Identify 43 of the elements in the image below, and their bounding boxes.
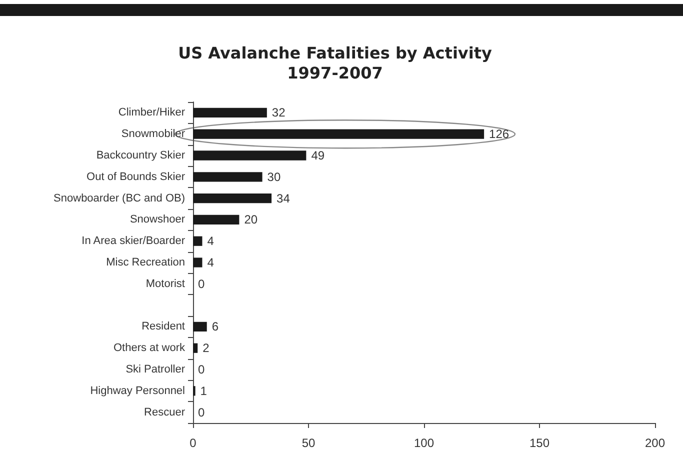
y-tick-label: Backcountry Skier bbox=[96, 150, 186, 162]
y-tick-label: Rescuer bbox=[144, 406, 186, 418]
data-label: 1 bbox=[200, 384, 208, 398]
y-tick-label: Misc Recreation bbox=[106, 256, 185, 268]
bar bbox=[193, 129, 484, 139]
bar bbox=[193, 150, 306, 160]
data-label: 0 bbox=[198, 405, 205, 420]
data-label: 30 bbox=[267, 170, 281, 184]
y-tick-label: Snowboarder (BC and OB) bbox=[54, 192, 185, 204]
data-label: 4 bbox=[207, 234, 214, 248]
x-tick-label: 50 bbox=[302, 436, 316, 450]
data-label: 4 bbox=[207, 256, 214, 270]
data-label: 32 bbox=[272, 106, 286, 120]
y-tick-label: Out of Bounds Skier bbox=[86, 170, 186, 183]
x-tick-label: 150 bbox=[529, 436, 550, 450]
bar bbox=[193, 172, 262, 182]
y-tick-label: Ski Patroller bbox=[126, 364, 186, 376]
bar bbox=[193, 236, 202, 246]
data-label: 2 bbox=[202, 341, 210, 356]
bar bbox=[193, 322, 207, 332]
y-tick-label: Snowshoer bbox=[130, 214, 186, 226]
bar bbox=[193, 193, 272, 204]
y-tick-label: Resident bbox=[142, 320, 185, 333]
bar bbox=[193, 343, 198, 353]
y-tick-label: Motorist bbox=[146, 278, 185, 290]
y-tick-label: Highway Personnel bbox=[90, 384, 185, 397]
data-label: 6 bbox=[212, 320, 219, 334]
data-label: 34 bbox=[276, 191, 290, 206]
y-tick-label: Climber/Hiker bbox=[118, 106, 186, 119]
x-tick-label: 100 bbox=[414, 436, 434, 450]
y-tick-label: Others at work bbox=[113, 342, 186, 354]
x-tick-label: 0 bbox=[190, 436, 197, 450]
data-label: 20 bbox=[244, 212, 258, 227]
data-label: 126 bbox=[489, 127, 510, 142]
bar bbox=[193, 258, 202, 268]
bar bbox=[193, 108, 267, 118]
bar bbox=[193, 214, 240, 225]
data-label: 0 bbox=[198, 276, 205, 291]
data-label: 0 bbox=[198, 362, 205, 376]
data-label: 49 bbox=[311, 148, 325, 162]
x-tick-label: 200 bbox=[644, 436, 666, 450]
y-tick-label: In Area skier/Boarder bbox=[82, 235, 186, 248]
chart-title: US Avalanche Fatalities by Activity 1997-2007 bbox=[178, 44, 492, 82]
